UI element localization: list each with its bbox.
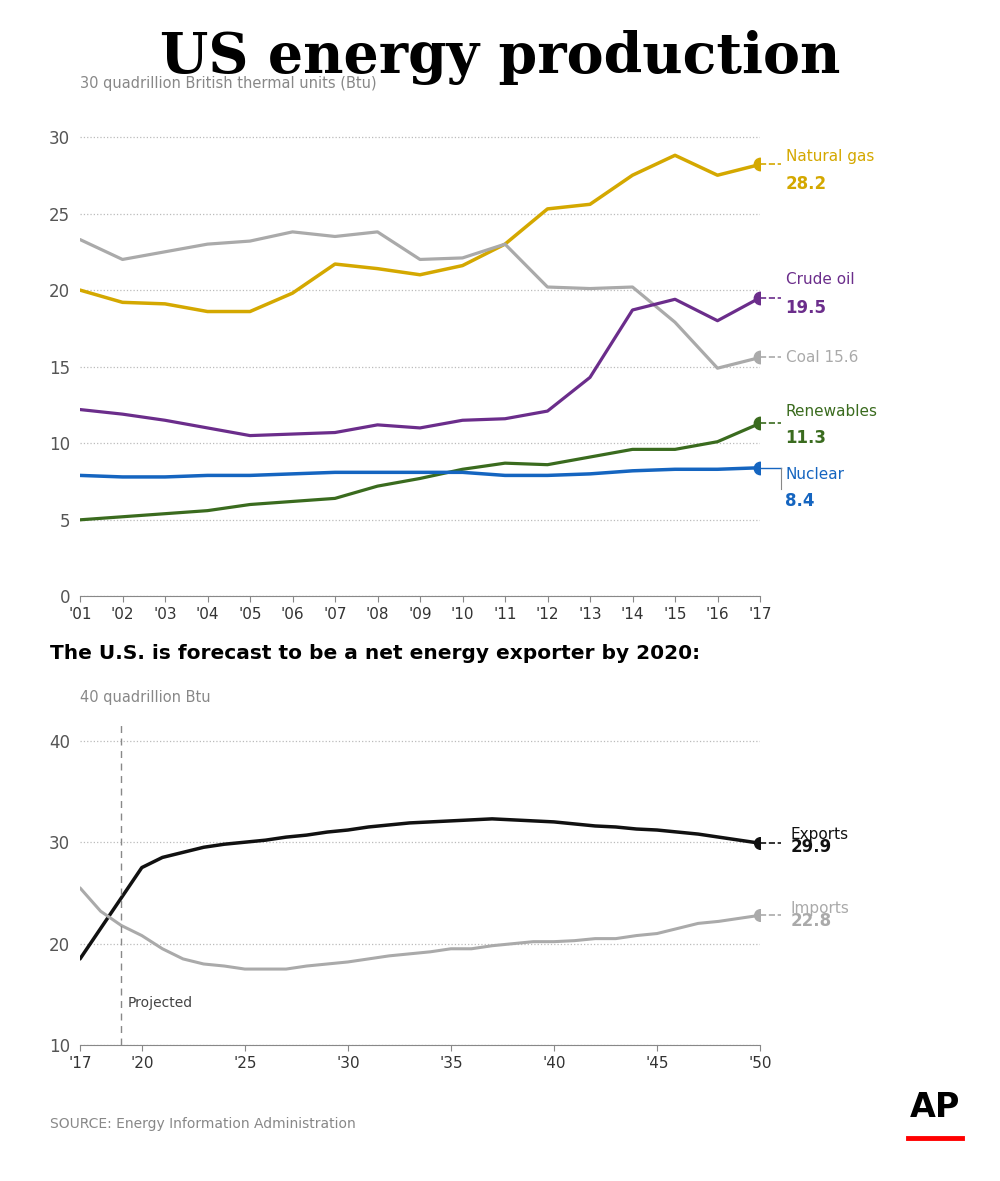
Text: US energy production: US energy production [160,30,840,85]
Text: 19.5: 19.5 [786,299,826,318]
Text: 30 quadrillion British thermal units (Btu): 30 quadrillion British thermal units (Bt… [80,76,377,91]
Text: 8.4: 8.4 [786,492,815,510]
Point [752,906,768,925]
Text: Coal 15.6: Coal 15.6 [786,350,858,365]
Text: AP: AP [910,1091,960,1124]
Text: 29.9: 29.9 [791,839,832,856]
Text: Imports: Imports [791,901,850,915]
Point [752,413,768,432]
Text: The U.S. is forecast to be a net energy exporter by 2020:: The U.S. is forecast to be a net energy … [50,644,700,663]
Point [752,155,768,174]
Text: Natural gas: Natural gas [786,150,874,164]
Text: 28.2: 28.2 [786,175,827,194]
Text: Crude oil: Crude oil [786,272,854,287]
Point [752,288,768,307]
Text: 11.3: 11.3 [786,430,826,448]
Text: Nuclear: Nuclear [786,466,844,482]
Text: Projected: Projected [127,996,193,1010]
Text: 40 quadrillion Btu: 40 quadrillion Btu [80,690,211,705]
Text: Renewables: Renewables [786,404,878,419]
Text: 22.8: 22.8 [791,913,832,931]
Point [752,834,768,853]
Text: SOURCE: Energy Information Administration: SOURCE: Energy Information Administratio… [50,1117,356,1131]
Point [752,458,768,477]
Text: Exports: Exports [791,827,849,842]
Point [752,348,768,367]
